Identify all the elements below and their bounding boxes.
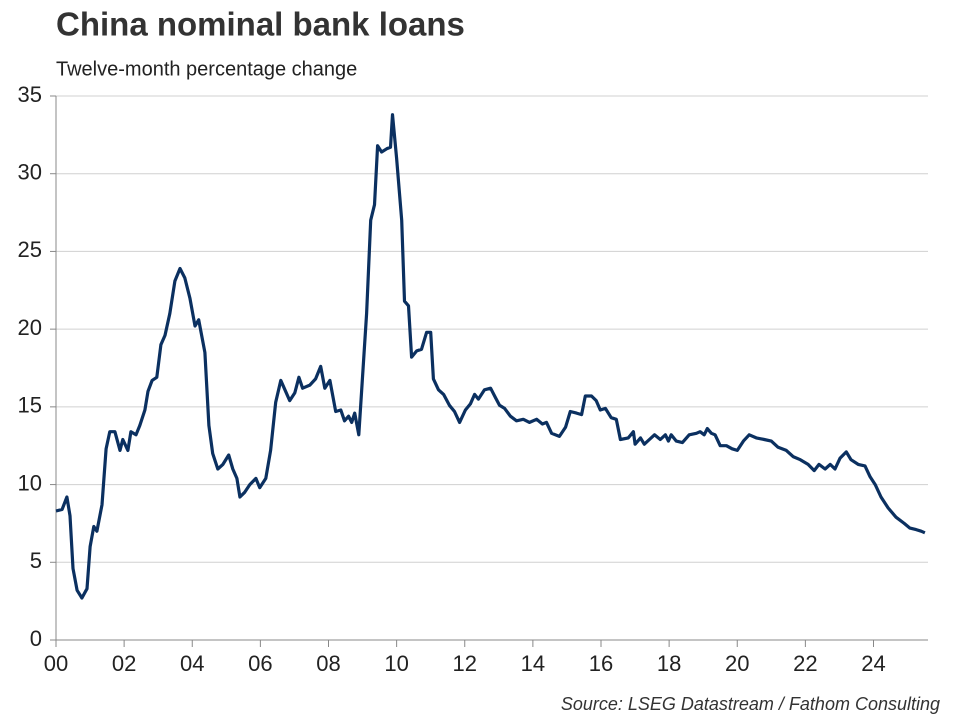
y-tick-label: 15 — [18, 393, 42, 418]
x-tick-label: 00 — [44, 651, 68, 676]
x-tick-label: 04 — [180, 651, 204, 676]
chart-subtitle: Twelve-month percentage change — [56, 58, 357, 80]
x-tick-label: 24 — [861, 651, 885, 676]
data-line — [55, 113, 926, 600]
y-tick-label: 35 — [18, 82, 42, 107]
y-tick-label: 30 — [18, 160, 42, 185]
x-tick-label: 12 — [453, 651, 477, 676]
x-tick-label: 16 — [589, 651, 613, 676]
y-tick-label: 5 — [30, 548, 42, 573]
y-tick-label: 25 — [18, 237, 42, 262]
x-tick-label: 10 — [384, 651, 408, 676]
x-tick-label: 20 — [725, 651, 749, 676]
y-tick-label: 0 — [30, 626, 42, 651]
x-tick-label: 22 — [793, 651, 817, 676]
chart-title: China nominal bank loans — [56, 6, 465, 43]
y-tick-label: 10 — [18, 470, 42, 495]
x-tick-label: 06 — [248, 651, 272, 676]
x-tick-label: 18 — [657, 651, 681, 676]
x-tick-label: 14 — [521, 651, 545, 676]
x-tick-label: 08 — [316, 651, 340, 676]
x-tick-label: 02 — [112, 651, 136, 676]
y-tick-label: 20 — [18, 315, 42, 340]
source-note: Source: LSEG Datastream / Fathom Consult… — [561, 694, 940, 714]
